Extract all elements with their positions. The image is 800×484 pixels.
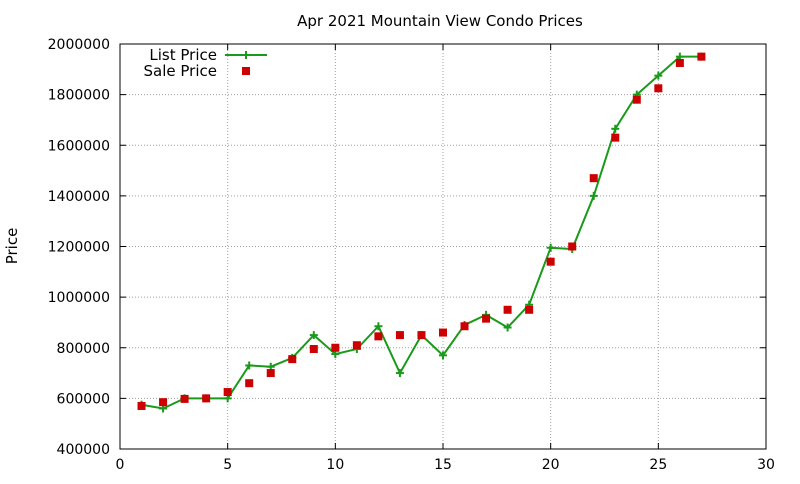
- x-tick-label: 0: [116, 457, 125, 473]
- data-point-sale-price: [546, 257, 555, 266]
- y-axis-label: Price: [3, 228, 21, 265]
- data-point-sale-price: [417, 331, 426, 340]
- data-point-sale-price: [266, 369, 275, 378]
- data-point-sale-price: [675, 58, 684, 67]
- y-tick-label: 1800000: [48, 88, 110, 104]
- chart-title: Apr 2021 Mountain View Condo Prices: [297, 12, 583, 30]
- data-point-sale-price: [352, 341, 361, 350]
- data-point-sale-price: [137, 401, 146, 410]
- grid: [120, 44, 766, 449]
- data-point-sale-price: [697, 52, 706, 61]
- legend-marker-sale-price: [242, 67, 250, 75]
- data-point-list-price: [589, 191, 598, 200]
- data-point-sale-price: [482, 314, 491, 323]
- y-tick-label: 1600000: [48, 138, 110, 154]
- legend-label-list-price: List Price: [149, 46, 217, 64]
- x-tick-label: 5: [223, 457, 232, 473]
- data-point-sale-price: [374, 332, 383, 341]
- data-point-sale-price: [245, 379, 254, 388]
- y-tick-label: 400000: [57, 442, 110, 458]
- data-point-list-price: [309, 331, 318, 340]
- x-tick-label: 15: [434, 457, 452, 473]
- legend: List Price Sale Price: [144, 46, 267, 80]
- series-layer: [137, 52, 706, 413]
- data-point-sale-price: [288, 355, 297, 364]
- data-point-list-price: [546, 243, 555, 252]
- data-point-sale-price: [503, 305, 512, 314]
- series-line-list-price: [141, 55, 702, 410]
- data-point-sale-price: [632, 95, 641, 104]
- data-point-sale-price: [525, 305, 534, 314]
- legend-marker-list-price: [242, 51, 250, 59]
- data-point-sale-price: [589, 174, 598, 183]
- y-tick-label: 1400000: [48, 189, 110, 205]
- data-point-sale-price: [180, 394, 189, 403]
- x-tick-label: 20: [542, 457, 560, 473]
- data-point-list-price: [374, 322, 383, 331]
- data-point-list-price: [611, 124, 620, 133]
- y-tick-label: 800000: [57, 341, 110, 357]
- x-tick-label: 10: [326, 457, 344, 473]
- y-tick-label: 600000: [57, 391, 110, 407]
- data-point-sale-price: [309, 345, 318, 354]
- data-point-sale-price: [460, 322, 469, 331]
- data-point-sale-price: [202, 394, 211, 403]
- data-point-sale-price: [568, 242, 577, 251]
- data-point-sale-price: [223, 388, 232, 397]
- x-tick-label: 25: [649, 457, 667, 473]
- x-tick-label: 30: [757, 457, 775, 473]
- data-point-sale-price: [395, 331, 404, 340]
- data-point-sale-price: [611, 133, 620, 142]
- data-point-sale-price: [654, 84, 663, 93]
- data-point-list-price: [245, 361, 254, 370]
- data-point-list-price: [439, 351, 447, 360]
- data-point-list-price: [503, 323, 512, 332]
- y-tick-label: 2000000: [48, 37, 110, 53]
- y-tick-label: 1000000: [48, 290, 110, 306]
- data-point-list-price: [654, 71, 663, 80]
- data-point-sale-price: [331, 343, 340, 352]
- axis-ticks: 0 5 10 15 20 25 30 400000 600000 800000 1000000 120…: [48, 37, 775, 473]
- legend-label-sale-price: Sale Price: [144, 62, 217, 80]
- data-point-sale-price: [439, 328, 447, 337]
- data-point-sale-price: [159, 398, 168, 407]
- y-tick-label: 1200000: [48, 240, 110, 256]
- data-point-list-price: [395, 369, 404, 378]
